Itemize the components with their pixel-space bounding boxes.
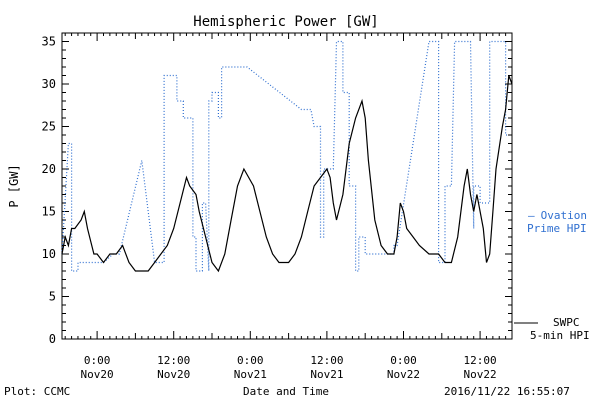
y-tick-label: 20 xyxy=(42,162,56,176)
y-tick-label: 5 xyxy=(49,290,56,304)
y-axis: 0 5 10 15 20 25 30 35 xyxy=(42,32,512,346)
legend-swpc-label-2: 5-min HPI xyxy=(530,329,590,342)
y-tick-label: 25 xyxy=(42,120,56,134)
y-axis-label: P [GW] xyxy=(7,164,21,207)
swpc-line xyxy=(61,75,513,273)
y-tick-label: 30 xyxy=(42,77,56,91)
chart-title: Hemispheric Power [GW] xyxy=(193,14,378,30)
x-tick-label-time: 12:00 xyxy=(157,354,190,367)
y-tick-label: 0 xyxy=(49,332,56,346)
x-tick-label-date: Nov22 xyxy=(464,368,497,381)
x-tick-label-date: Nov21 xyxy=(310,368,343,381)
x-tick-label-date: Nov22 xyxy=(387,368,420,381)
legend-ovation: — Ovation Prime HPI xyxy=(527,209,587,235)
ovation-line xyxy=(61,40,509,272)
x-tick-label-time: 0:00 xyxy=(390,354,417,367)
legend-swpc: SWPC 5-min HPI xyxy=(514,316,590,342)
legend-ovation-label-2: Prime HPI xyxy=(527,222,587,235)
series-swpc xyxy=(61,75,513,273)
legend-swpc-label-1: SWPC xyxy=(553,316,580,329)
x-tick-label-time: 0:00 xyxy=(84,354,111,367)
x-tick-label-date: Nov20 xyxy=(157,368,190,381)
y-tick-label: 15 xyxy=(42,205,56,219)
x-tick-label-time: 0:00 xyxy=(237,354,264,367)
plot-frame xyxy=(61,32,513,340)
series-ovation xyxy=(61,40,509,272)
x-axis-label: Date and Time xyxy=(243,385,329,398)
x-axis: 0:00Nov2012:00Nov200:00Nov2112:00Nov210:… xyxy=(64,33,513,381)
legend-ovation-label-1: — Ovation xyxy=(528,209,587,222)
x-tick-label-date: Nov20 xyxy=(81,368,114,381)
footer-source: Plot: CCMC xyxy=(4,385,70,398)
x-tick-label-date: Nov21 xyxy=(234,368,267,381)
footer-timestamp: 2016/11/22 16:55:07 xyxy=(444,385,570,398)
x-tick-label-time: 12:00 xyxy=(464,354,497,367)
y-tick-label: 35 xyxy=(42,35,56,49)
x-tick-label-time: 12:00 xyxy=(310,354,343,367)
y-tick-label: 10 xyxy=(42,247,56,261)
